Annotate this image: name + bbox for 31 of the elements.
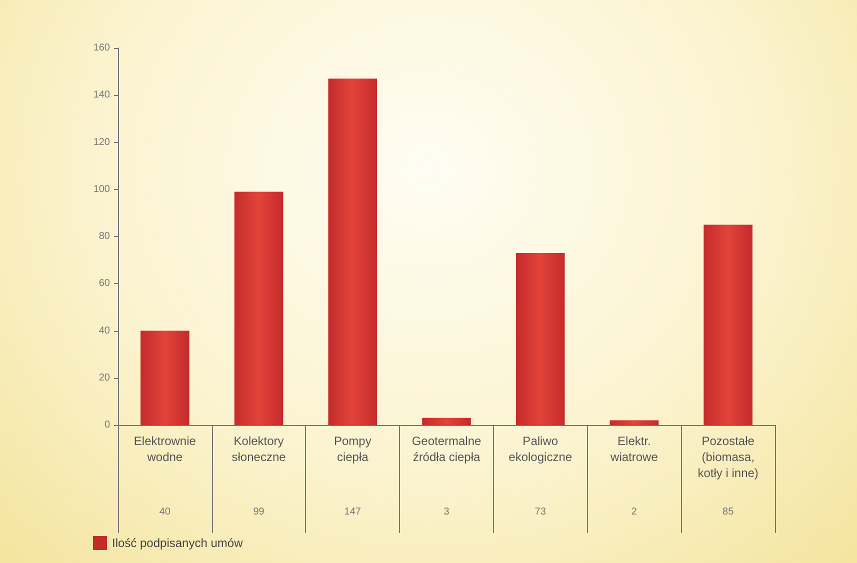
- bar: [704, 224, 752, 425]
- y-tick-label: 120: [93, 136, 110, 148]
- y-tick-label: 40: [98, 325, 110, 336]
- y-tick-label: 160: [93, 42, 110, 54]
- x-tick-label: Paliwo ekologiczne: [508, 434, 572, 464]
- data-label: 3: [444, 506, 450, 518]
- y-tick-label: 60: [98, 278, 110, 290]
- x-tick-label: Pozostałe (biomasa, kotły i inne): [698, 434, 758, 480]
- bar: [140, 330, 190, 425]
- data-label: 85: [722, 506, 734, 518]
- bar: [234, 192, 284, 425]
- data-label: 99: [253, 506, 265, 518]
- x-tick-label: Geotermalne źródła ciepła: [412, 434, 482, 464]
- y-tick-label: 80: [98, 231, 110, 242]
- y-tick-label: 140: [93, 90, 110, 101]
- x-tick-label: Elektr. wiatrowe: [610, 434, 658, 464]
- data-label: 40: [159, 506, 171, 518]
- x-tick-label: Elektrownie wodne: [134, 434, 196, 464]
- bar: [328, 78, 378, 425]
- data-label: 147: [344, 506, 362, 518]
- x-tick-label: Kolektory słoneczne: [232, 434, 286, 464]
- legend-label: Ilość podpisanych umów: [112, 536, 244, 550]
- bar: [422, 418, 471, 425]
- y-tick-label: 0: [104, 420, 110, 430]
- y-tick-label: 100: [93, 184, 110, 195]
- bar: [516, 252, 565, 425]
- data-label: 73: [534, 506, 546, 518]
- y-tick-label: 20: [98, 372, 110, 384]
- bar: [610, 420, 659, 425]
- x-tick-label: Pompy ciepła: [334, 434, 372, 464]
- data-label: 2: [631, 506, 638, 518]
